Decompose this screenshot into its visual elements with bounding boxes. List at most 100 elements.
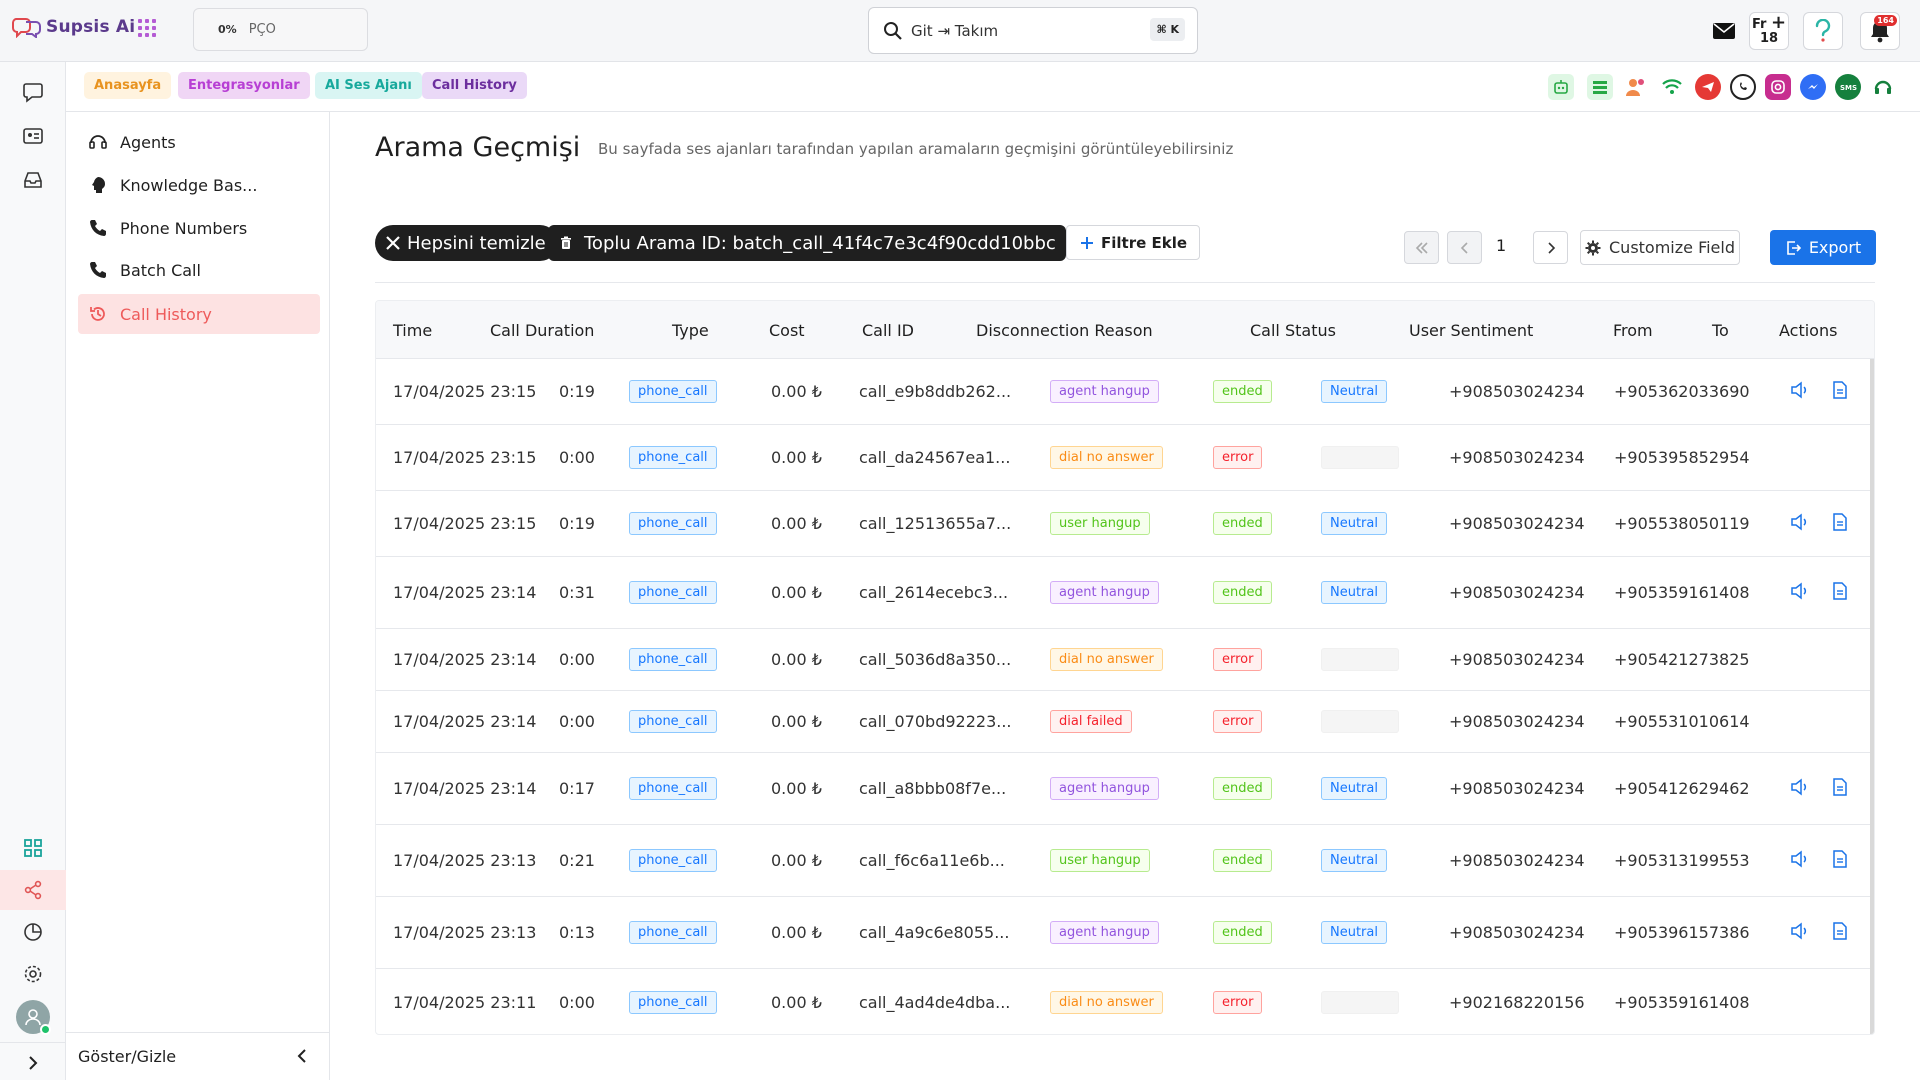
integration-users-button[interactable] [1623,74,1649,100]
play-audio-button[interactable] [1789,511,1811,533]
table-row[interactable]: 17/04/2025 23:15 0:19 phone_call 0.00 ₺ call… [376,359,1874,425]
trash-icon[interactable] [560,236,572,250]
search-input[interactable] [911,21,1131,40]
column-header-call-duration[interactable]: Call Duration [490,321,595,340]
sidebar-item-batch-call[interactable]: Batch Call [78,250,320,290]
type-badge: phone_call [629,710,717,733]
batch-id-filter-chip[interactable]: Toplu Arama ID: batch_call_41f4c7e3c4f90… [548,225,1066,261]
play-audio-button[interactable] [1789,580,1811,602]
mail-button[interactable] [1704,12,1744,50]
wifi-icon [1662,79,1682,94]
sidebar-item-call-history[interactable]: Call History [78,294,320,334]
column-header-disconnection-reason[interactable]: Disconnection Reason [976,321,1153,340]
integration-wifi-button[interactable] [1659,74,1685,100]
apps-grid-icon[interactable] [138,19,156,37]
rail-inbox-button[interactable] [0,160,66,200]
prev-page-button[interactable] [1447,231,1482,264]
column-header-user-sentiment[interactable]: User Sentiment [1409,321,1534,340]
rail-dashboard-button[interactable] [0,828,66,868]
tab-call-history[interactable]: Call History [422,72,527,99]
column-header-to[interactable]: To [1712,321,1729,340]
rail-settings-button[interactable] [0,954,66,994]
table-row[interactable]: 17/04/2025 23:11 0:00 phone_call 0.00 ₺ call… [376,969,1874,1034]
sidebar-item-phone-numbers[interactable]: Phone Numbers [78,208,320,248]
integration-list-button[interactable] [1587,74,1613,100]
rail-reports-button[interactable] [0,912,66,952]
friends-button[interactable]: Fr + 18 [1749,12,1789,50]
integration-headset-button[interactable] [1870,74,1896,100]
progress-percent: 0% [218,23,237,36]
cell-call-id[interactable]: call_4a9c6e8055... [859,923,1010,942]
next-page-button[interactable] [1533,231,1568,264]
table-row[interactable]: 17/04/2025 23:14 0:00 phone_call 0.00 ₺ call… [376,629,1874,691]
instagram-icon [1771,80,1785,94]
tab-anasayfa[interactable]: Anasayfa [84,72,172,99]
cell-call-id[interactable]: call_e9b8ddb262... [859,382,1012,401]
table-row[interactable]: 17/04/2025 23:15 0:19 phone_call 0.00 ₺ call… [376,491,1874,557]
table-scrollbar[interactable] [1870,359,1874,1034]
cell-call-id[interactable]: call_4ad4de4dba... [859,993,1011,1012]
view-transcript-button[interactable] [1829,920,1851,942]
table-row[interactable]: 17/04/2025 23:13 0:13 phone_call 0.00 ₺ call… [376,897,1874,969]
rail-share-button[interactable] [0,870,66,910]
cell-call-id[interactable]: call_5036d8a350... [859,650,1012,669]
integration-instagram-button[interactable] [1765,74,1791,100]
svg-text:SMS: SMS [1840,84,1857,92]
column-header-time[interactable]: Time [393,321,433,340]
play-audio-button[interactable] [1789,848,1811,870]
clear-all-filters-button[interactable]: Hepsini temizle [375,225,558,261]
cell-call-id[interactable]: call_12513655a7... [859,514,1012,533]
table-row[interactable]: 17/04/2025 23:14 0:00 phone_call 0.00 ₺ call… [376,691,1874,753]
view-transcript-button[interactable] [1829,511,1851,533]
table-row[interactable]: 17/04/2025 23:14 0:31 phone_call 0.00 ₺ call… [376,557,1874,629]
column-header-call-id[interactable]: Call ID [862,321,914,340]
integration-telegram-button[interactable] [1695,74,1721,100]
sentiment-badge-empty [1321,648,1399,671]
sidebar-toggle[interactable]: Göster/Gizle [66,1032,330,1080]
cell-call-id[interactable]: call_da24567ea1... [859,448,1011,467]
tab-ai-ses-ajani[interactable]: AI Ses Ajanı [315,72,422,99]
integration-messenger-button[interactable] [1800,74,1826,100]
avatar[interactable] [16,1000,51,1035]
column-header-call-status[interactable]: Call Status [1250,321,1336,340]
view-transcript-button[interactable] [1829,776,1851,798]
rail-contacts-button[interactable] [0,116,66,156]
progress-box[interactable]: 0% PÇO [193,8,368,51]
help-button[interactable] [1803,12,1843,50]
column-header-type[interactable]: Type [672,321,709,340]
messenger-icon [1808,84,1818,89]
view-transcript-button[interactable] [1829,580,1851,602]
integration-bot-button[interactable] [1548,74,1574,100]
cell-call-id[interactable]: call_f6c6a11e6b... [859,851,1005,870]
tab-entegrasyonlar[interactable]: Entegrasyonlar [178,72,310,99]
rail-expand-button[interactable] [0,1042,66,1080]
sidebar-item-knowledge-base[interactable]: Knowledge Bas... [78,165,320,205]
type-badge: phone_call [629,921,717,944]
cell-call-id[interactable]: call_a8bbb08f7e... [859,779,1007,798]
view-transcript-button[interactable] [1829,379,1851,401]
play-audio-button[interactable] [1789,379,1811,401]
sidebar-item-agents[interactable]: Agents [78,122,320,162]
add-filter-button[interactable]: Filtre Ekle [1066,225,1201,260]
search-bar[interactable]: ⌘ K [868,7,1198,54]
table-row[interactable]: 17/04/2025 23:13 0:21 phone_call 0.00 ₺ call… [376,825,1874,897]
notifications-button[interactable]: 164 [1860,12,1900,50]
rail-chat-button[interactable] [0,72,66,112]
first-page-button[interactable] [1404,231,1439,264]
export-button[interactable]: Export [1770,230,1876,265]
column-header-from[interactable]: From [1613,321,1653,340]
cell-call-id[interactable]: call_070bd92223... [859,712,1012,731]
integration-whatsapp-button[interactable] [1730,74,1756,100]
table-row[interactable]: 17/04/2025 23:14 0:17 phone_call 0.00 ₺ call… [376,753,1874,825]
view-transcript-button[interactable] [1829,848,1851,870]
play-audio-button[interactable] [1789,776,1811,798]
cell-call-id[interactable]: call_2614ecebc3... [859,583,1009,602]
table-row[interactable]: 17/04/2025 23:15 0:00 phone_call 0.00 ₺ call… [376,425,1874,491]
column-header-cost[interactable]: Cost [769,321,805,340]
logo[interactable]: Supsis Ai [12,16,135,38]
customize-field-button[interactable]: Customize Field [1580,230,1740,265]
play-audio-button[interactable] [1789,920,1811,942]
integration-sms-button[interactable]: SMS [1835,74,1861,100]
cell-time: 17/04/2025 23:14 [393,650,537,669]
disconnection-reason-badge: agent hangup [1050,380,1159,403]
